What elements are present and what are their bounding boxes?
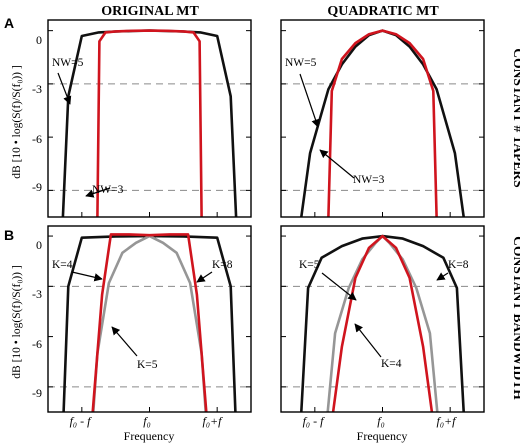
col-title-quadratic: QUADRATIC MT — [327, 4, 439, 19]
panel-letter-b: B — [4, 227, 14, 243]
series-line-k-8 — [300, 234, 465, 412]
y-tick-label: -6 — [32, 132, 42, 146]
annotation-arrow — [319, 149, 355, 179]
y-tick-label: -9 — [32, 180, 42, 194]
annotation-label: K=5 — [299, 259, 320, 271]
annotation-arrow — [354, 323, 382, 358]
plot-frame — [280, 19, 485, 218]
annotation-label: K=4 — [52, 259, 73, 271]
y-tick-label: -3 — [32, 82, 42, 96]
y-tick-label: -6 — [32, 337, 42, 351]
annotation-arrow — [436, 272, 449, 281]
annotation-arrow — [299, 73, 320, 128]
annotation-arrow — [196, 271, 213, 283]
panel-a-original: NW=5 NW=3 — [47, 19, 252, 218]
panel-a-quadratic: NW=5 NW=3 — [280, 19, 485, 218]
annotation-arrow — [85, 187, 111, 198]
col-title-original: ORIGINAL MT — [101, 4, 199, 19]
annotation-arrow — [71, 271, 103, 282]
panel-b-original: K=4 K=8 K=5 — [47, 225, 252, 413]
y-tick-label: -3 — [32, 287, 42, 301]
series-line-k-4 — [91, 233, 208, 412]
series-line-k-5 — [92, 234, 207, 412]
y-tick-label: 0 — [36, 33, 42, 47]
annotation-label: NW=3 — [353, 174, 385, 186]
series-line-k-5 — [326, 234, 439, 412]
annotation-arrow — [321, 272, 357, 301]
annotation-label: K=5 — [137, 359, 158, 371]
x-tick-label: f₀+f — [437, 414, 458, 428]
x-axis-label-right: Frequency — [357, 429, 408, 443]
series-line-nw-3 — [327, 29, 438, 217]
x-tick-label: f₀+f — [203, 414, 224, 428]
annotation-label: NW=3 — [92, 184, 124, 196]
series-line-nw-3 — [96, 29, 203, 217]
series-line-k-4 — [331, 234, 434, 412]
y-tick-label: 0 — [36, 238, 42, 252]
x-tick-label: f₀ - f — [303, 414, 326, 428]
series-line-nw-5 — [61, 29, 238, 217]
annotation-label: NW=5 — [285, 57, 317, 69]
x-tick-label: f₀ - f — [70, 414, 93, 428]
y-axis-label-bottom: dB [10 • log(S(f)/S(f₀)) ] — [11, 265, 23, 378]
y-axis-label-top: dB [10 • log(S(f)/S(f₀)) ] — [11, 65, 23, 178]
plot-frame — [280, 225, 485, 413]
annotation-arrow — [57, 72, 72, 105]
row-title-constant-bandwidth: CONSTANT BANDWIDTH — [511, 236, 520, 400]
annotation-label: K=8 — [448, 259, 469, 271]
x-tick-label: f₀ — [143, 414, 151, 428]
row-title-constant-tapers: CONSTANT # TAPERS — [511, 48, 520, 187]
x-tick-label: f₀ — [377, 414, 385, 428]
annotation-label: K=8 — [212, 259, 233, 271]
series-line-nw-5 — [300, 29, 465, 217]
annotation-label: K=4 — [381, 358, 402, 370]
panel-b-quadratic: K=5 K=8 K=4 — [280, 225, 485, 413]
annotation-label: NW=5 — [52, 57, 84, 69]
panel-letter-a: A — [4, 15, 14, 31]
y-tick-label: -9 — [32, 386, 42, 400]
annotation-arrow — [111, 326, 138, 357]
series-line-k-8 — [62, 234, 237, 412]
x-axis-label-left: Frequency — [124, 429, 175, 443]
